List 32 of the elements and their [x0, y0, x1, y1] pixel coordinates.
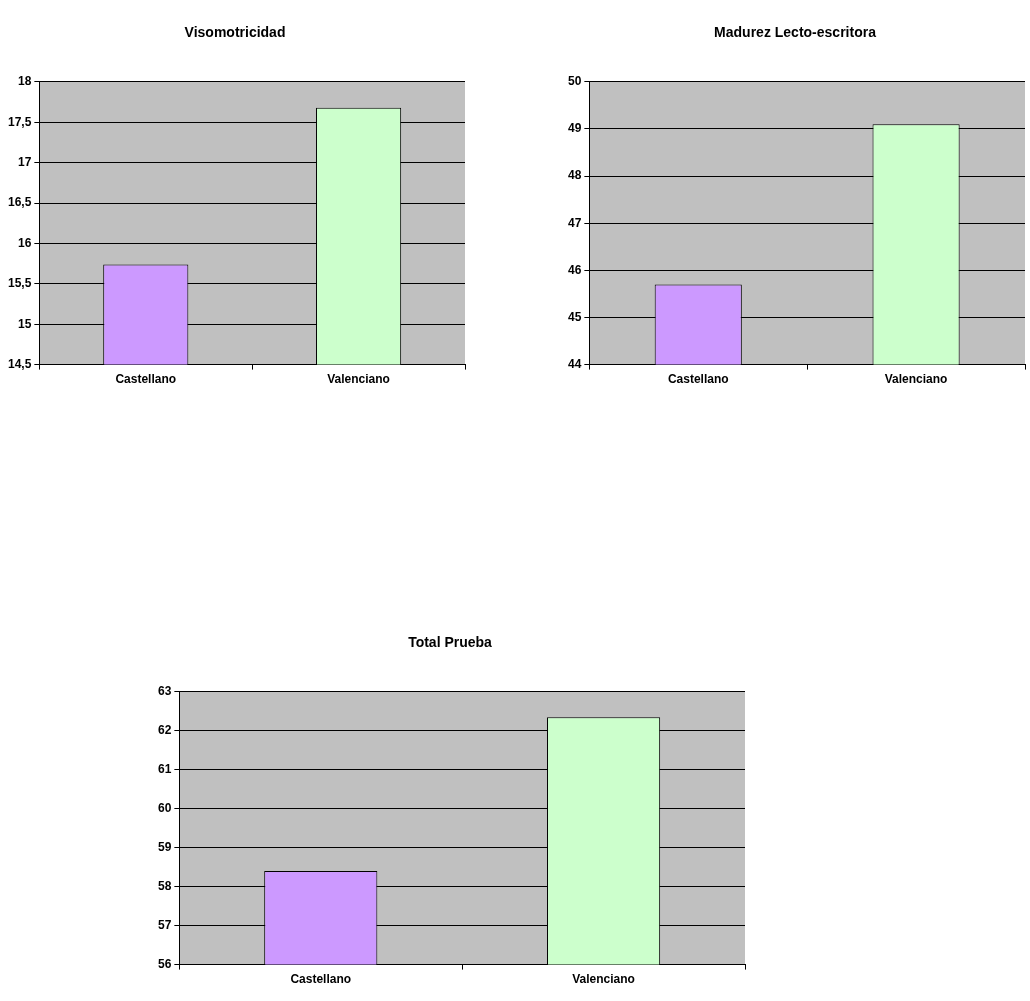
y-tick-label: 48: [567, 168, 582, 183]
x-tick-label: Valenciano: [884, 372, 948, 387]
y-tick-label: 58: [157, 878, 172, 893]
y-tick-label: 17: [18, 154, 32, 169]
chart-title: Total Prueba: [408, 634, 493, 651]
y-tick-label: 14,5: [8, 356, 32, 371]
y-tick-label: 61: [157, 762, 172, 777]
y-tick-label: 50: [567, 74, 582, 89]
y-tick-label: 63: [157, 684, 172, 699]
y-tick-label: 57: [157, 917, 172, 932]
chart-title: Visomotricidad: [184, 24, 286, 41]
x-tick-label: Castellano: [115, 372, 177, 387]
y-tick-label: 15,5: [8, 276, 32, 291]
y-tick-label: 44: [567, 356, 582, 371]
x-tick-label: Valenciano: [572, 972, 635, 987]
y-tick-label: 17,5: [8, 114, 32, 129]
y-tick-label: 18: [18, 74, 32, 89]
y-tick-label: 45: [567, 309, 582, 324]
y-tick-label: 62: [157, 723, 172, 738]
y-tick-label: 60: [157, 801, 172, 816]
y-tick-label: 59: [157, 840, 172, 854]
x-tick-label: Castellano: [290, 972, 352, 987]
chart-title: Madurez Lecto-escritora: [714, 24, 877, 41]
x-tick-label: Castellano: [667, 372, 729, 387]
x-tick-label: Valenciano: [327, 372, 390, 387]
y-tick-label: 46: [567, 262, 582, 277]
y-tick-label: 16,5: [8, 195, 32, 210]
y-tick-label: 47: [567, 215, 582, 230]
y-tick-label: 49: [567, 121, 582, 136]
y-tick-label: 15: [18, 316, 32, 331]
y-tick-label: 16: [18, 235, 32, 250]
y-tick-label: 56: [157, 956, 172, 971]
